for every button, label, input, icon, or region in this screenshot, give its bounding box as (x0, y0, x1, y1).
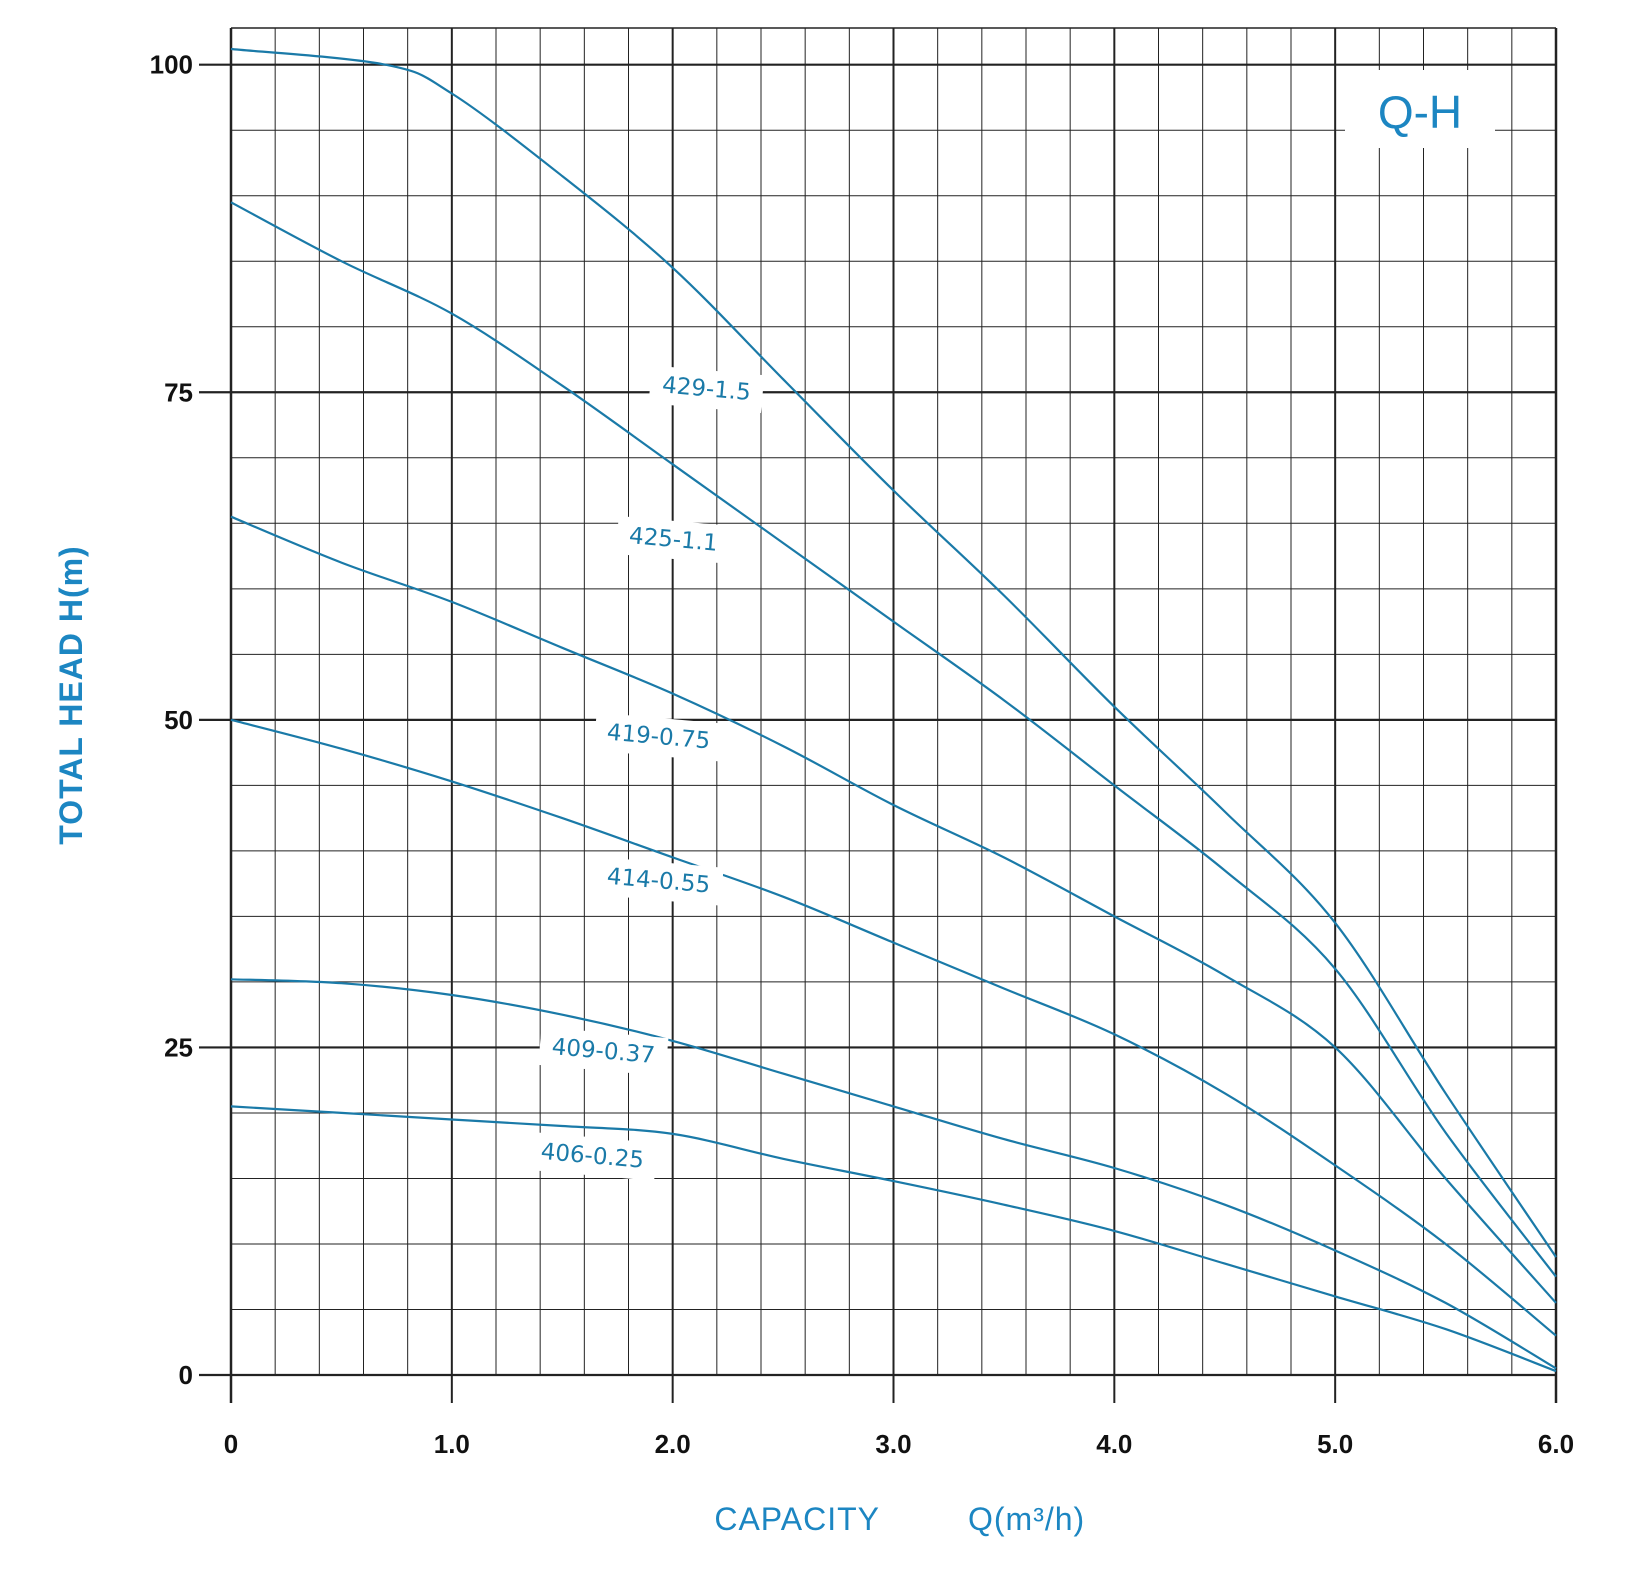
series-label-background (648, 365, 765, 414)
series-label-group: 409-0.37 (538, 1027, 669, 1077)
series-label-group: 419-0.75 (593, 712, 724, 762)
series-label-background (538, 1027, 669, 1077)
series-labels: 429-1.5 425-1.1 419-0.75 414-0.55 409-0.37 40… (527, 365, 765, 1181)
x-tick-label: 6.0 (1538, 1429, 1574, 1459)
x-axis-unit: Q(m³/h) (968, 1501, 1085, 1537)
y-tick-label: 50 (164, 705, 193, 735)
series-label-background (615, 516, 732, 564)
x-tick-label: 4.0 (1096, 1429, 1132, 1459)
major-grid (199, 27, 1558, 1403)
series-label-group: 425-1.1 (615, 516, 732, 564)
y-axis-title: TOTAL HEAD H(m) (53, 545, 89, 844)
series-curves (230, 47, 1557, 1373)
x-tick-label: 2.0 (655, 1429, 691, 1459)
y-tick-label: 75 (164, 377, 193, 407)
chart-title-background (1345, 70, 1495, 148)
series-curve-4 (230, 978, 1557, 1370)
x-tick-label: 1.0 (434, 1429, 470, 1459)
series-label-background (593, 712, 724, 762)
axis-ticks: 0 1.0 2.0 3.0 4.0 5.0 6.0 0 25 50 75 100 (150, 50, 1574, 1459)
series-curve-3 (230, 718, 1557, 1337)
series-label-group: 429-1.5 (648, 365, 765, 414)
series-curve-2 (230, 515, 1557, 1304)
x-tick-label: 0 (224, 1429, 238, 1459)
series-label-background (593, 856, 724, 906)
series-curve-1 (230, 201, 1557, 1278)
y-tick-label: 100 (150, 50, 193, 80)
series-label-background (527, 1131, 658, 1181)
series-curve-0 (230, 47, 1557, 1258)
x-tick-label: 5.0 (1317, 1429, 1353, 1459)
series-label-group: 406-0.25 (527, 1131, 658, 1181)
y-tick-label: 25 (164, 1032, 193, 1062)
x-tick-label: 3.0 (875, 1429, 911, 1459)
x-axis-title: CAPACITY (714, 1501, 880, 1537)
series-label-group: 414-0.55 (593, 856, 724, 906)
series-curve-5 (230, 1105, 1557, 1373)
chart-title: Q-H (1378, 86, 1462, 138)
y-tick-label: 0 (179, 1360, 193, 1390)
